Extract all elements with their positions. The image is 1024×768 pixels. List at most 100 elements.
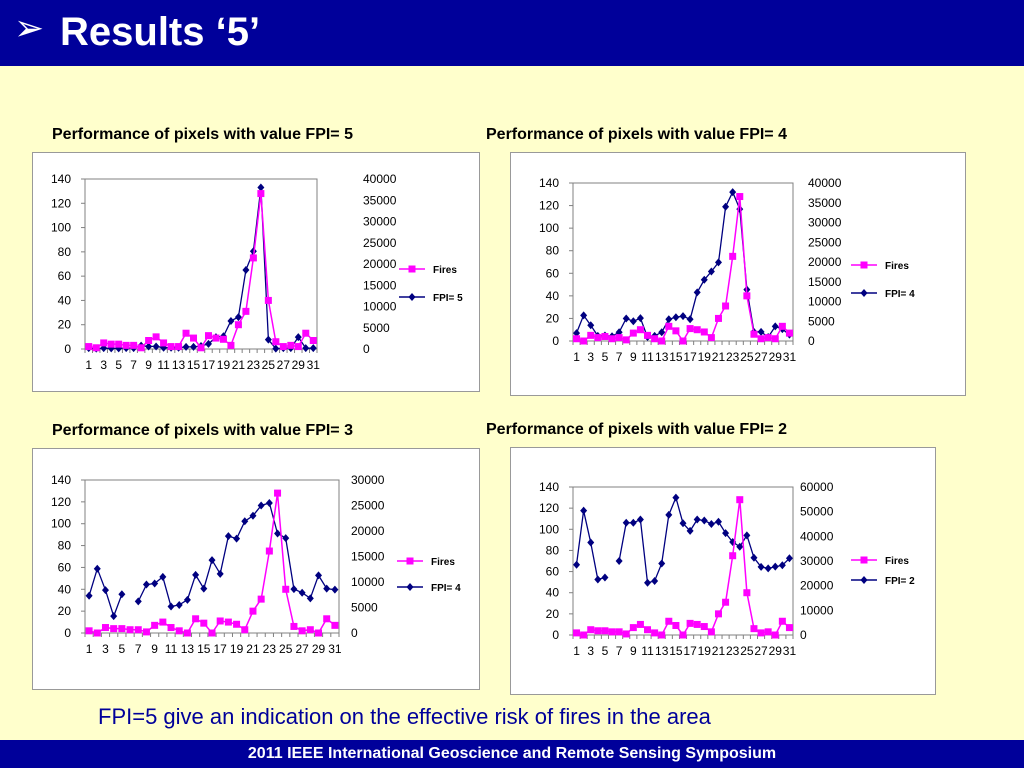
fires-point: [115, 340, 123, 348]
slide-title: Results ‘5’: [60, 10, 261, 54]
fires-point: [216, 617, 224, 625]
fires-point: [594, 627, 602, 635]
fpi-point: [573, 329, 581, 338]
x-tick-label: 13: [655, 644, 669, 658]
x-tick-label: 19: [230, 642, 244, 656]
fires-point: [118, 625, 126, 633]
fpi-point: [729, 538, 737, 547]
y-tick-label: 100: [539, 522, 559, 536]
x-tick-label: 5: [602, 644, 609, 658]
fpi-point: [580, 506, 588, 515]
fires-point: [729, 552, 737, 560]
x-tick-label: 31: [783, 644, 797, 658]
fpi-point: [142, 580, 150, 589]
fires-point: [242, 307, 250, 315]
fires-point: [601, 627, 609, 635]
x-tick-label: 29: [769, 350, 783, 364]
x-tick-label: 31: [783, 350, 797, 364]
y-tick-label: 20: [546, 311, 560, 325]
x-tick-label: 7: [135, 642, 142, 656]
fires-point: [279, 343, 287, 351]
y-tick-label: 100: [51, 221, 71, 235]
fpi-point: [107, 344, 115, 353]
y2-tick-label: 5000: [363, 321, 390, 335]
y-tick-label: 80: [58, 539, 72, 553]
x-tick-label: 1: [86, 642, 93, 656]
fpi-point: [707, 520, 715, 528]
x-tick-label: 25: [262, 358, 276, 372]
fpi-point: [272, 344, 280, 353]
x-tick-label: 3: [100, 358, 107, 372]
fires-point: [159, 618, 167, 626]
x-tick-label: 19: [698, 350, 712, 364]
fires-point: [92, 344, 100, 352]
x-tick-label: 13: [655, 350, 669, 364]
fires-point: [331, 621, 339, 629]
y2-tick-label: 10000: [351, 575, 385, 589]
fires-point: [183, 629, 191, 637]
fpi-point: [587, 538, 595, 547]
fpi-point: [85, 591, 93, 600]
x-tick-label: 17: [683, 350, 697, 364]
x-tick-label: 17: [214, 642, 228, 656]
fires-point: [130, 341, 138, 349]
fires-point: [234, 321, 242, 329]
fpi-point: [241, 517, 249, 526]
y2-tick-label: 15000: [363, 278, 397, 292]
legend-label: FPI= 4: [431, 583, 461, 594]
legend-label: Fires: [433, 265, 457, 276]
chart-fpi4: 0 20 40 60 80 100 120 140 0 5000 10000 15000 20000 25…: [510, 152, 966, 396]
x-tick-label: 27: [295, 642, 309, 656]
x-tick-label: 7: [616, 644, 623, 658]
legend-marker: [860, 261, 868, 269]
chart-fpi2-svg: 0 20 40 60 80 100 120 140 0 10000 20000 30000 40000 5…: [539, 480, 915, 658]
x-tick-label: 11: [165, 642, 178, 656]
fires-point: [707, 628, 715, 636]
fpi-point: [315, 571, 323, 580]
y2-tick-label: 20000: [800, 579, 834, 593]
fires-point: [778, 322, 786, 330]
fires-point: [264, 296, 272, 304]
x-tick-label: 21: [712, 350, 726, 364]
fpi-point: [331, 585, 339, 594]
fpi-point: [622, 518, 630, 527]
fires-point: [722, 598, 730, 606]
fires-point: [265, 547, 273, 555]
fpi-point: [264, 335, 272, 344]
fires-point: [736, 496, 744, 504]
x-tick-label: 19: [698, 644, 712, 658]
fpi-point: [298, 588, 306, 597]
fires-point: [778, 617, 786, 625]
fpi-point: [249, 511, 257, 520]
x-tick-label: 13: [172, 358, 186, 372]
x-tick-label: 19: [217, 358, 231, 372]
fires-point: [764, 628, 772, 636]
fpi-point: [257, 183, 265, 192]
fires-point: [679, 337, 687, 345]
y2-tick-label: 5000: [351, 601, 378, 615]
y-tick-label: 40: [546, 586, 560, 600]
fires-point: [208, 629, 216, 637]
fires-point: [594, 334, 602, 342]
fires-point: [249, 254, 257, 262]
fires-point: [644, 331, 652, 339]
y-tick-label: 120: [51, 495, 71, 509]
x-tick-label: 7: [616, 350, 623, 364]
fpi-point: [722, 202, 730, 211]
x-tick-label: 1: [573, 644, 580, 658]
fires-point: [743, 292, 751, 300]
x-tick-label: 21: [232, 358, 246, 372]
x-tick-label: 29: [312, 642, 326, 656]
y-tick-label: 120: [51, 196, 71, 210]
fpi-point: [580, 311, 588, 320]
fires-point: [686, 619, 694, 627]
fires-point: [290, 622, 298, 630]
x-tick-label: 25: [740, 644, 754, 658]
fpi-point: [644, 578, 652, 587]
fires-point: [93, 629, 101, 637]
fpi-point: [629, 518, 637, 527]
fpi-point: [693, 288, 701, 297]
fpi-point: [274, 529, 282, 538]
x-tick-label: 29: [292, 358, 306, 372]
y2-tick-label: 15000: [808, 275, 842, 289]
